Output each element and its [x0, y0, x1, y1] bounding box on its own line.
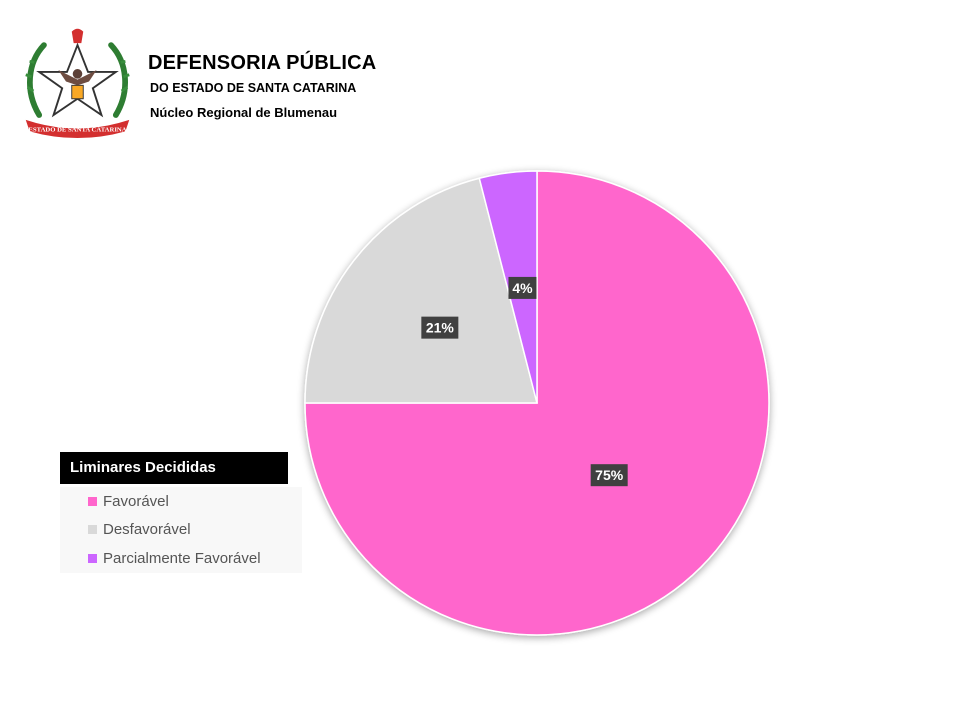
state-emblem: ESTADO DE SANTA CATARINA: [25, 28, 130, 139]
data-label-bg: [508, 276, 537, 299]
legend-item-parcial: Parcialmente Favorável: [88, 548, 261, 568]
data-label-bg: [421, 316, 459, 339]
org-title: DEFENSORIA PÚBLICA: [148, 52, 377, 74]
data-label-bg: [590, 464, 628, 487]
legend-label: Favorável: [103, 492, 169, 510]
data-label-text: 75%: [595, 467, 624, 483]
legend-title: Liminares Decididas: [60, 452, 288, 484]
legend-swatch-favoravel: [88, 496, 97, 506]
data-label-text: 4%: [512, 280, 533, 296]
pie-slice-desfavoravel: [304, 177, 538, 404]
data-label-text: 21%: [426, 320, 455, 336]
legend-label: Desfavorável: [103, 520, 191, 538]
data-label-parcial: 4%: [508, 276, 537, 299]
data-label-favoravel: 75%: [590, 464, 628, 487]
legend-swatch-parcial: [88, 553, 97, 563]
legend-item-favoravel: Favorável: [88, 491, 169, 511]
pie-slice-parcial: [478, 170, 538, 404]
legend-label: Parcialmente Favorável: [103, 549, 261, 567]
data-label-desfavoravel: 21%: [421, 316, 459, 339]
org-unit: Núcleo Regional de Blumenau: [150, 105, 338, 120]
legend: Favorável Desfavorável Parcialmente Favo…: [60, 487, 302, 573]
org-subtitle: DO ESTADO DE SANTA CATARINA: [150, 81, 357, 95]
emblem-banner-text: ESTADO DE SANTA CATARINA: [28, 126, 126, 133]
legend-item-desfavoravel: Desfavorável: [88, 519, 191, 539]
legend-swatch-desfavoravel: [88, 524, 97, 534]
